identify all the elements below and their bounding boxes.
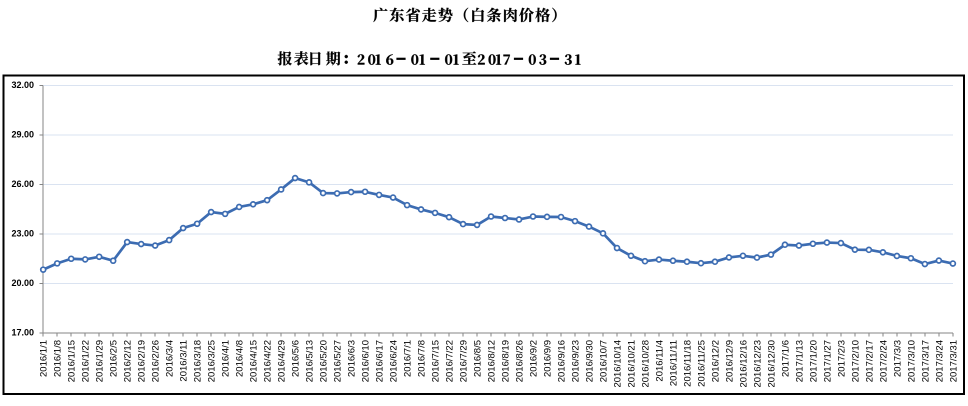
svg-text:2017/2/10: 2017/2/10 (850, 340, 861, 382)
svg-text:20.00: 20.00 (11, 278, 34, 288)
svg-text:2016/5/20: 2016/5/20 (319, 340, 330, 382)
svg-text:2016/2/26: 2016/2/26 (151, 340, 162, 382)
svg-text:2016/5/13: 2016/5/13 (305, 340, 316, 382)
svg-text:26.00: 26.00 (11, 179, 34, 189)
svg-text:2017/3/31: 2017/3/31 (948, 340, 959, 382)
svg-text:2016/8/5: 2016/8/5 (472, 340, 483, 377)
svg-text:2016/7/15: 2016/7/15 (430, 340, 441, 382)
svg-text:2016/8/26: 2016/8/26 (514, 340, 525, 382)
svg-text:2016/5/27: 2016/5/27 (332, 340, 343, 382)
svg-text:2017/2/3: 2017/2/3 (836, 340, 847, 377)
svg-text:2016/9/30: 2016/9/30 (584, 340, 595, 382)
svg-text:2017/1/27: 2017/1/27 (822, 340, 833, 382)
svg-text:2016/9/23: 2016/9/23 (570, 340, 581, 382)
svg-text:2016/7/29: 2016/7/29 (458, 340, 469, 382)
svg-text:2016/1/1: 2016/1/1 (39, 340, 50, 377)
svg-text:2017/3/10: 2017/3/10 (906, 340, 917, 382)
svg-text:23.00: 23.00 (11, 229, 34, 239)
svg-text:2016/9/9: 2016/9/9 (542, 340, 553, 377)
svg-text:2017/1/20: 2017/1/20 (808, 340, 819, 382)
svg-text:2016/8/12: 2016/8/12 (486, 340, 497, 382)
svg-text:2016/11/18: 2016/11/18 (682, 340, 693, 387)
svg-text:2016/11/4: 2016/11/4 (654, 340, 665, 382)
svg-text:2016/11/11: 2016/11/11 (668, 340, 679, 386)
svg-text:2016/12/16: 2016/12/16 (738, 340, 749, 388)
svg-text:2016/2/19: 2016/2/19 (137, 340, 148, 382)
svg-text:2016/11/25: 2016/11/25 (696, 340, 707, 387)
svg-text:2016/10/7: 2016/10/7 (598, 340, 609, 382)
svg-text:2016/7/1: 2016/7/1 (402, 340, 413, 377)
svg-text:2016/9/2: 2016/9/2 (528, 340, 539, 377)
svg-text:2016/7/8: 2016/7/8 (416, 340, 427, 377)
svg-text:2016/2/12: 2016/2/12 (123, 340, 134, 382)
svg-text:2017/2/24: 2017/2/24 (878, 340, 889, 382)
svg-text:32.00: 32.00 (11, 80, 34, 90)
svg-text:2017/1/6: 2017/1/6 (780, 340, 791, 377)
svg-text:2016/10/14: 2016/10/14 (612, 340, 623, 388)
svg-text:2017/1/13: 2017/1/13 (794, 340, 805, 382)
svg-text:2016/4/29: 2016/4/29 (277, 340, 288, 382)
svg-text:2016/4/1: 2016/4/1 (221, 340, 232, 377)
svg-text:2016/4/22: 2016/4/22 (263, 340, 274, 382)
svg-text:2016/6/3: 2016/6/3 (346, 340, 357, 377)
svg-text:2016/4/15: 2016/4/15 (249, 340, 260, 382)
svg-text:17.00: 17.00 (11, 328, 34, 338)
svg-text:2016/3/25: 2016/3/25 (207, 340, 218, 382)
svg-text:2016/1/29: 2016/1/29 (95, 340, 106, 382)
svg-text:2016/1/8: 2016/1/8 (53, 340, 64, 377)
svg-text:2016/2/5: 2016/2/5 (109, 340, 120, 377)
svg-text:2016/6/10: 2016/6/10 (360, 340, 371, 382)
svg-text:2016/6/24: 2016/6/24 (388, 340, 399, 382)
svg-text:2016/7/22: 2016/7/22 (444, 340, 455, 382)
svg-text:2016/4/8: 2016/4/8 (235, 340, 246, 377)
svg-text:2017/2/17: 2017/2/17 (864, 340, 875, 382)
svg-text:2017/3/17: 2017/3/17 (920, 340, 931, 382)
svg-text:2016/3/11: 2016/3/11 (179, 340, 190, 382)
svg-text:2016/6/17: 2016/6/17 (374, 340, 385, 382)
svg-text:2016/12/9: 2016/12/9 (724, 340, 735, 382)
svg-text:2016/3/18: 2016/3/18 (193, 340, 204, 382)
svg-text:2016/3/4: 2016/3/4 (165, 340, 176, 377)
svg-text:2016/12/2: 2016/12/2 (710, 340, 721, 382)
svg-text:2016/9/16: 2016/9/16 (556, 340, 567, 382)
svg-text:2016/10/21: 2016/10/21 (626, 340, 637, 388)
svg-text:29.00: 29.00 (11, 130, 34, 140)
svg-text:2016/10/28: 2016/10/28 (640, 340, 651, 388)
svg-text:2016/5/6: 2016/5/6 (291, 340, 302, 377)
svg-text:2016/8/19: 2016/8/19 (500, 340, 511, 382)
svg-text:2016/12/23: 2016/12/23 (752, 340, 763, 388)
svg-text:2017/3/24: 2017/3/24 (934, 340, 945, 382)
svg-text:2016/12/30: 2016/12/30 (766, 340, 777, 388)
svg-text:2016/1/15: 2016/1/15 (67, 340, 78, 382)
svg-text:2016/1/22: 2016/1/22 (81, 340, 92, 382)
svg-text:2017/3/3: 2017/3/3 (892, 340, 903, 377)
